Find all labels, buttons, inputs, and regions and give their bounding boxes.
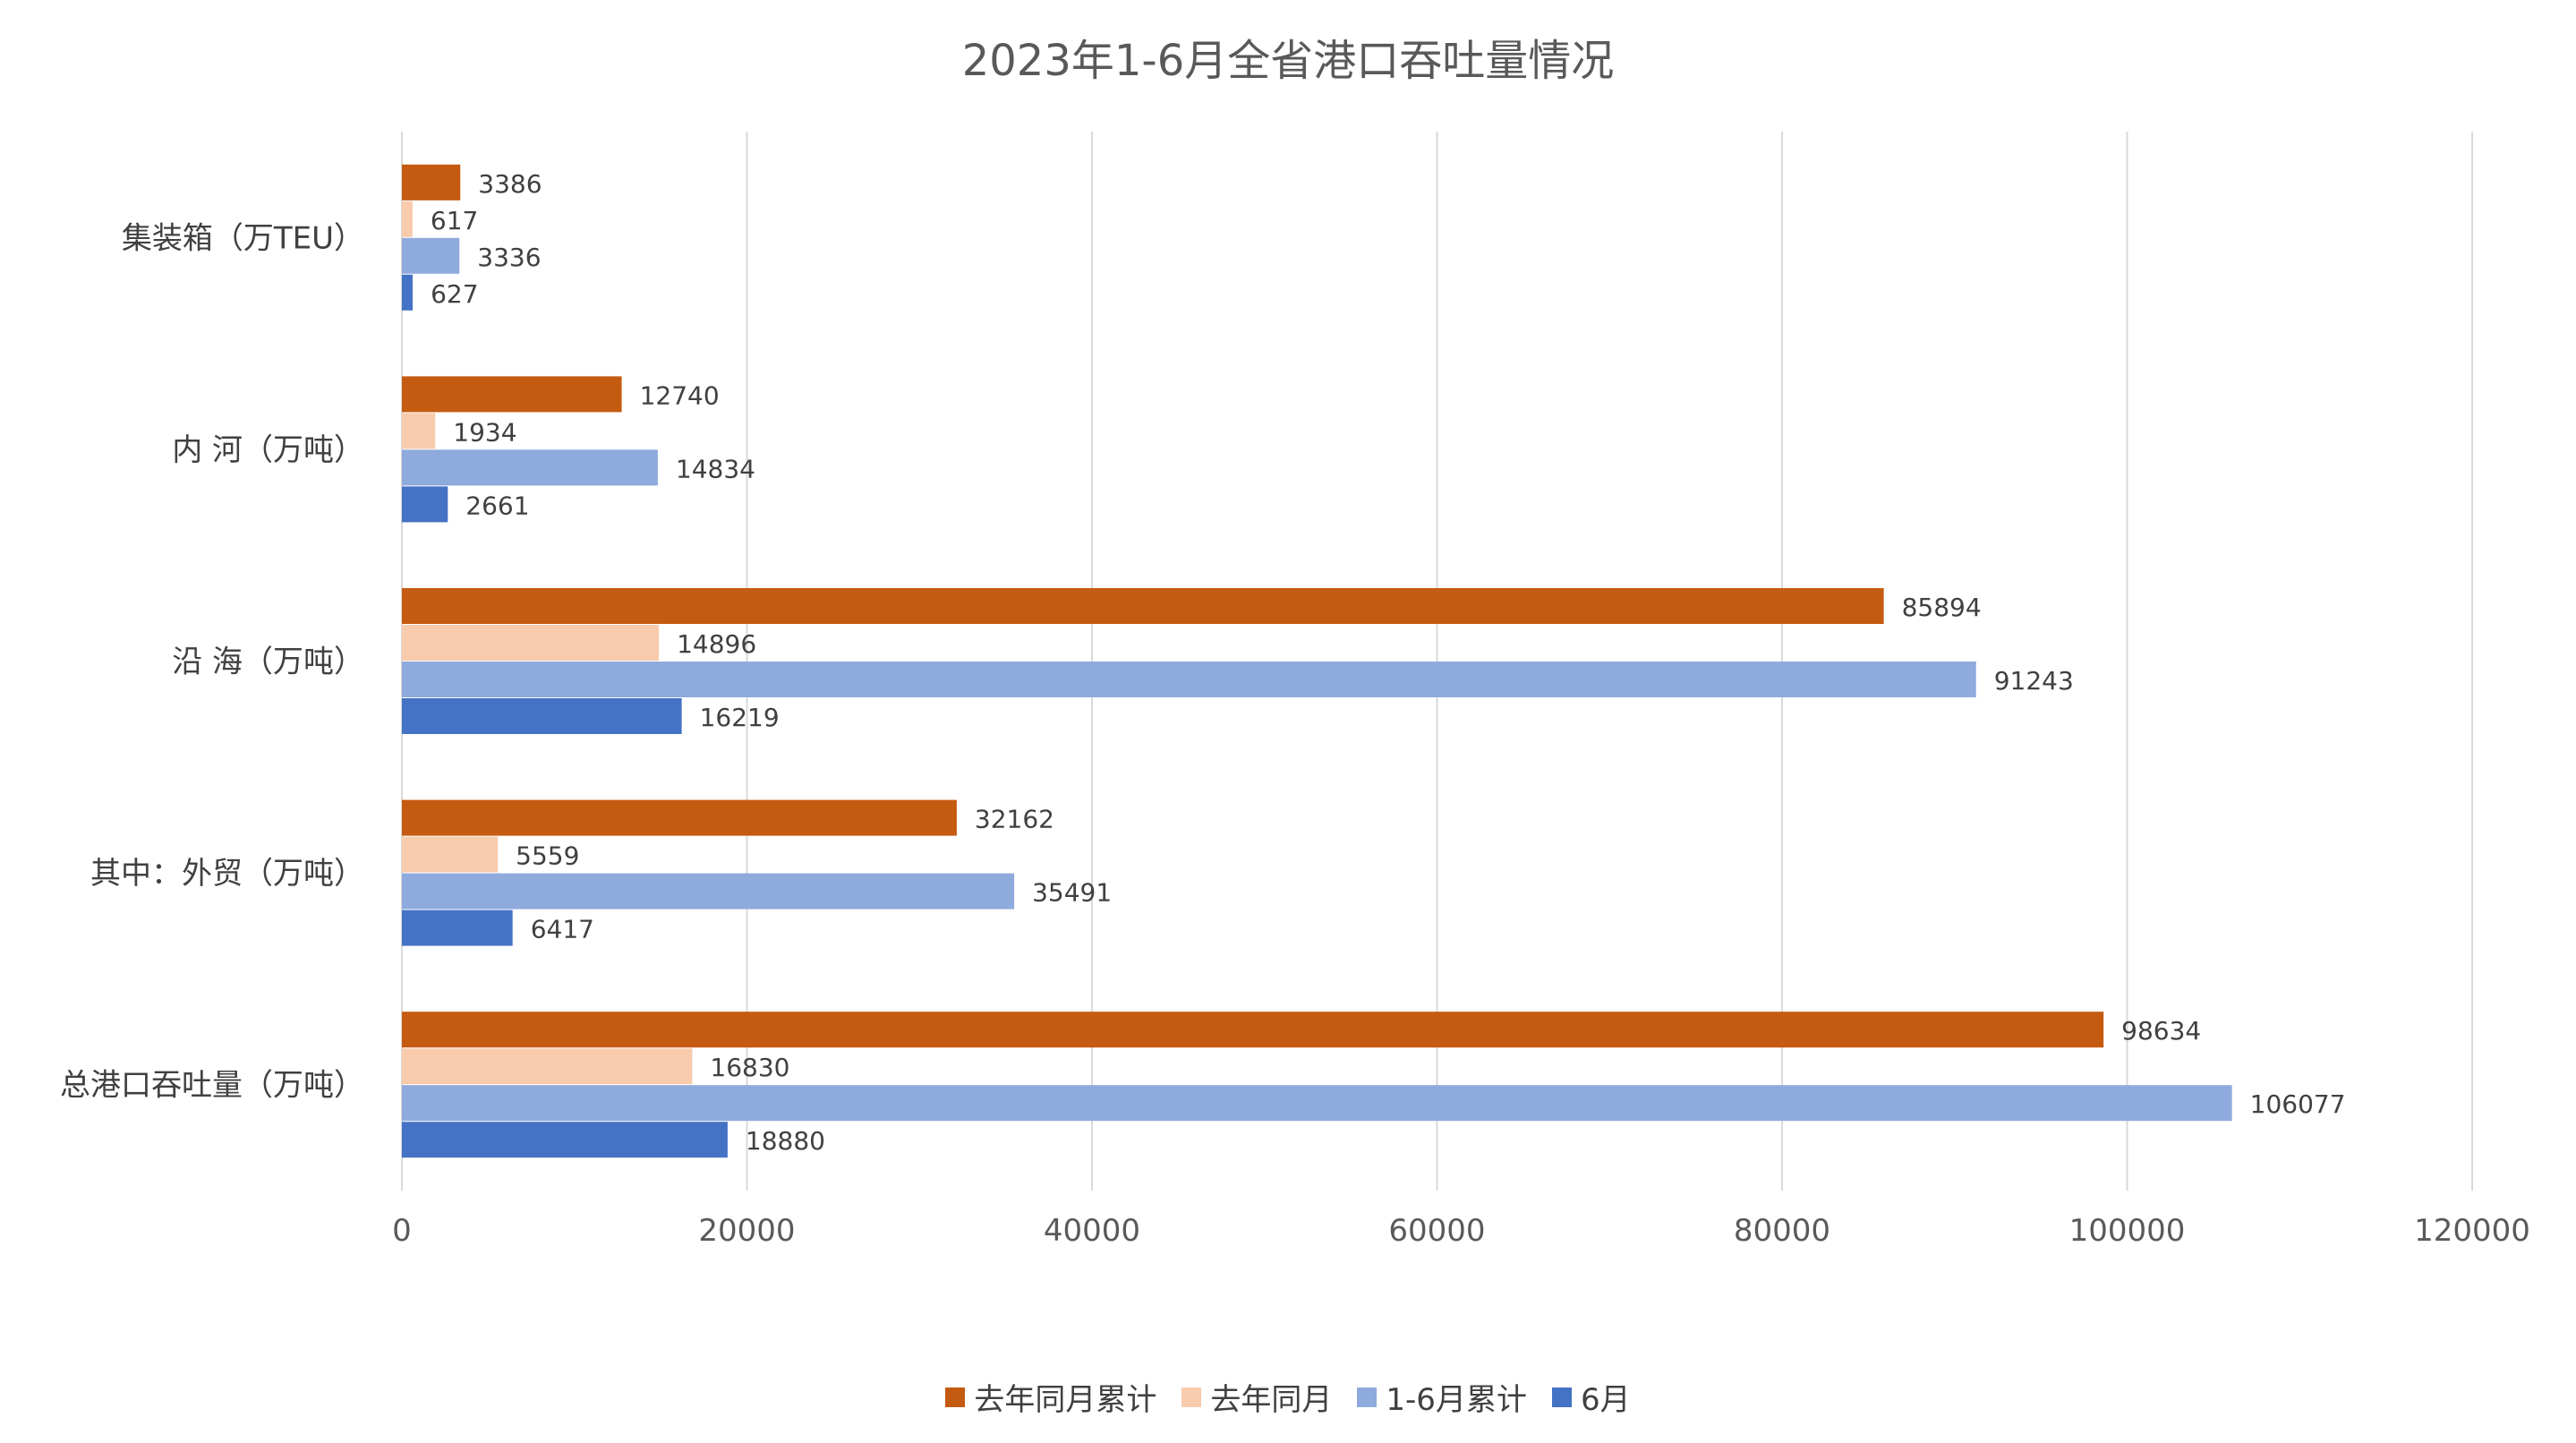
bar-3-2 [402,873,1015,909]
bar-4-1 [402,1048,693,1085]
bar-3-0 [402,799,957,836]
data-label-3-2: 35491 [1032,878,1112,908]
data-label-4-0: 98634 [2121,1016,2201,1046]
bar-0-1 [402,201,413,237]
data-label-3-0: 32162 [975,805,1054,834]
data-label-4-1: 16830 [710,1053,789,1082]
bar-3-1 [402,836,499,873]
legend-swatch-2 [1357,1387,1378,1407]
data-label-1-2: 14834 [676,454,755,483]
x-tick-label-4: 80000 [1734,1213,1830,1249]
data-label-0-2: 3336 [477,243,541,272]
legend-label-2: 1-6月累计 [1386,1382,1527,1418]
data-label-1-0: 12740 [640,380,720,410]
bar-3-3 [402,909,513,946]
bar-2-1 [402,625,660,661]
chart-title: 2023年1-6月全省港口吞吐量情况 [961,36,1615,86]
x-tick-label-2: 40000 [1044,1213,1140,1249]
legend-swatch-3 [1551,1387,1572,1407]
bar-1-0 [402,376,622,413]
data-label-4-2: 106077 [2250,1089,2346,1119]
data-label-1-3: 2661 [465,491,529,520]
category-label-0: 集装箱（万TEU） [122,220,364,256]
legend-item-1: 去年同月 [1181,1375,1332,1419]
x-tick-label-6: 120000 [2414,1213,2530,1249]
bar-1-1 [402,413,436,449]
bar-2-3 [402,698,682,734]
legend-label-0: 去年同月累计 [974,1382,1157,1418]
category-label-3: 其中：外贸（万吨） [90,856,364,892]
data-label-0-3: 627 [431,279,478,309]
bar-1-3 [402,486,448,523]
legend-item-2: 1-6月累计 [1357,1375,1527,1419]
bar-4-3 [402,1122,728,1158]
data-label-2-1: 14896 [677,629,756,659]
data-label-3-3: 6417 [531,915,594,944]
category-label-4: 总港口吞吐量（万吨） [60,1068,364,1104]
legend-label-1: 去年同月 [1210,1382,1333,1418]
category-label-2: 沿 海（万吨） [172,645,364,680]
category-label-1: 内 河（万吨） [172,432,364,468]
data-label-0-0: 3386 [478,169,542,199]
chart-plot: 0 20000 40000 60000 80000 100000 120000 集装箱（万TE… [60,132,2530,1249]
bar-0-0 [402,164,461,201]
legend: 去年同月累计 去年同月 1-6月累计 6月 [0,1375,2576,1419]
data-label-2-3: 16219 [700,703,780,732]
x-tick-label-3: 60000 [1388,1213,1485,1249]
bar-2-2 [402,662,1976,697]
data-label-4-3: 18880 [746,1126,825,1156]
x-tick-label-5: 100000 [2069,1213,2186,1249]
legend-item-3: 6月 [1551,1375,1631,1419]
bar-4-0 [402,1012,2104,1048]
bar-1-2 [402,449,658,486]
x-tick-label-1: 20000 [698,1213,795,1249]
data-label-2-0: 85894 [1902,593,1982,622]
legend-item-0: 去年同月累计 [945,1375,1156,1419]
legend-swatch-1 [1181,1387,1202,1407]
data-label-0-1: 617 [431,206,478,235]
bar-0-2 [402,237,460,274]
legend-swatch-0 [945,1387,966,1407]
bar-4-2 [402,1085,2232,1122]
data-label-1-1: 1934 [453,417,516,447]
bar-0-3 [402,274,414,311]
x-tick-label-0: 0 [392,1213,412,1249]
data-label-3-1: 5559 [516,841,579,871]
legend-label-3: 6月 [1580,1382,1631,1418]
bar-2-0 [402,588,1884,624]
data-label-2-2: 91243 [1994,666,2074,696]
